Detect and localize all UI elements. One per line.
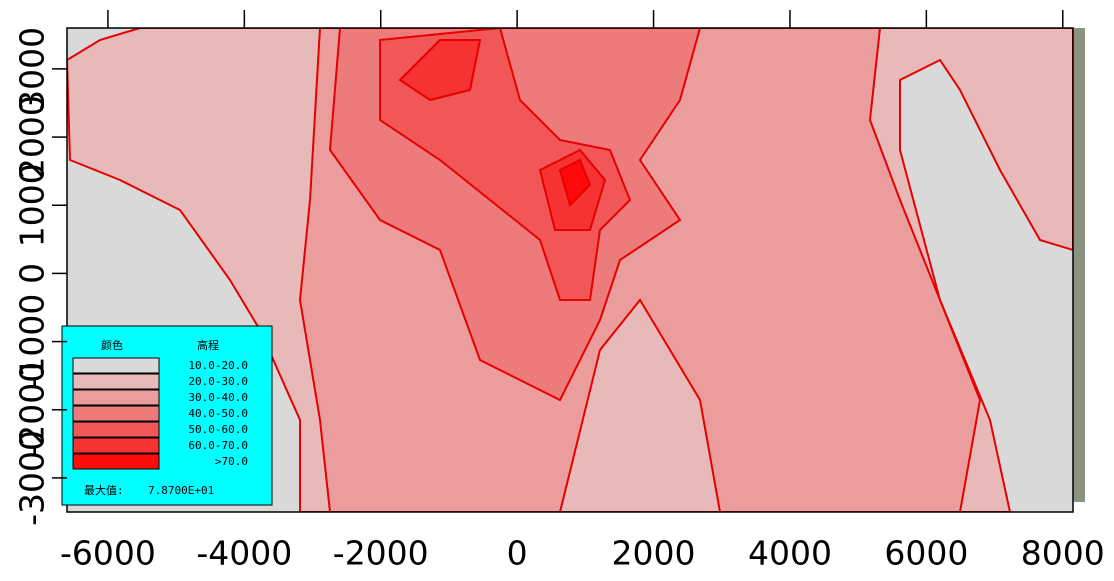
edge-strip — [1073, 28, 1085, 502]
legend-swatch — [72, 421, 160, 438]
legend-label: 60.0-70.0 — [188, 439, 248, 452]
y-tick-label: -3000 — [13, 430, 52, 526]
legend-swatch — [72, 389, 160, 406]
legend-max-label: 最大值: — [84, 483, 124, 497]
contour-band — [558, 158, 592, 207]
legend-header: 颜色 — [101, 338, 123, 352]
y-tick-label: -1000 — [13, 294, 52, 390]
contour-band — [398, 39, 607, 231]
legend-swatch — [72, 437, 160, 454]
y-tick-label: 2000 — [13, 95, 52, 179]
legend-label: >70.0 — [215, 455, 248, 468]
x-tick-label: -6000 — [60, 534, 156, 573]
y-tick-label: 1000 — [13, 163, 52, 247]
legend: 颜色 高程 最大值: 7.8700E+01 10.0-20.0 20.0-30.0… — [61, 325, 273, 506]
x-tick-label: 8000 — [1021, 534, 1105, 573]
legend-swatch — [72, 357, 160, 374]
x-tick-label: 6000 — [884, 534, 968, 573]
legend-header: 高程 — [197, 338, 219, 352]
legend-swatch — [72, 453, 160, 470]
x-tick-label: 0 — [507, 534, 528, 573]
plot-frame — [66, 27, 1074, 513]
y-tick-label: 3000 — [13, 27, 52, 111]
plot-area — [67, 28, 1073, 512]
legend-label: 10.0-20.0 — [188, 359, 248, 372]
y-tick-label: 0 — [13, 263, 52, 284]
y-tick-label: -2000 — [13, 362, 52, 458]
x-tick-label: -2000 — [333, 534, 429, 573]
x-tick-label: -4000 — [196, 534, 292, 573]
legend-max-value: 7.8700E+01 — [148, 484, 214, 497]
legend-swatch — [72, 405, 160, 422]
legend-label: 50.0-60.0 — [188, 423, 248, 436]
legend-label: 20.0-30.0 — [188, 375, 248, 388]
legend-label: 30.0-40.0 — [188, 391, 248, 404]
x-tick-label: 4000 — [748, 534, 832, 573]
legend-swatch — [72, 373, 160, 390]
x-tick-label: 2000 — [612, 534, 696, 573]
legend-label: 40.0-50.0 — [188, 407, 248, 420]
